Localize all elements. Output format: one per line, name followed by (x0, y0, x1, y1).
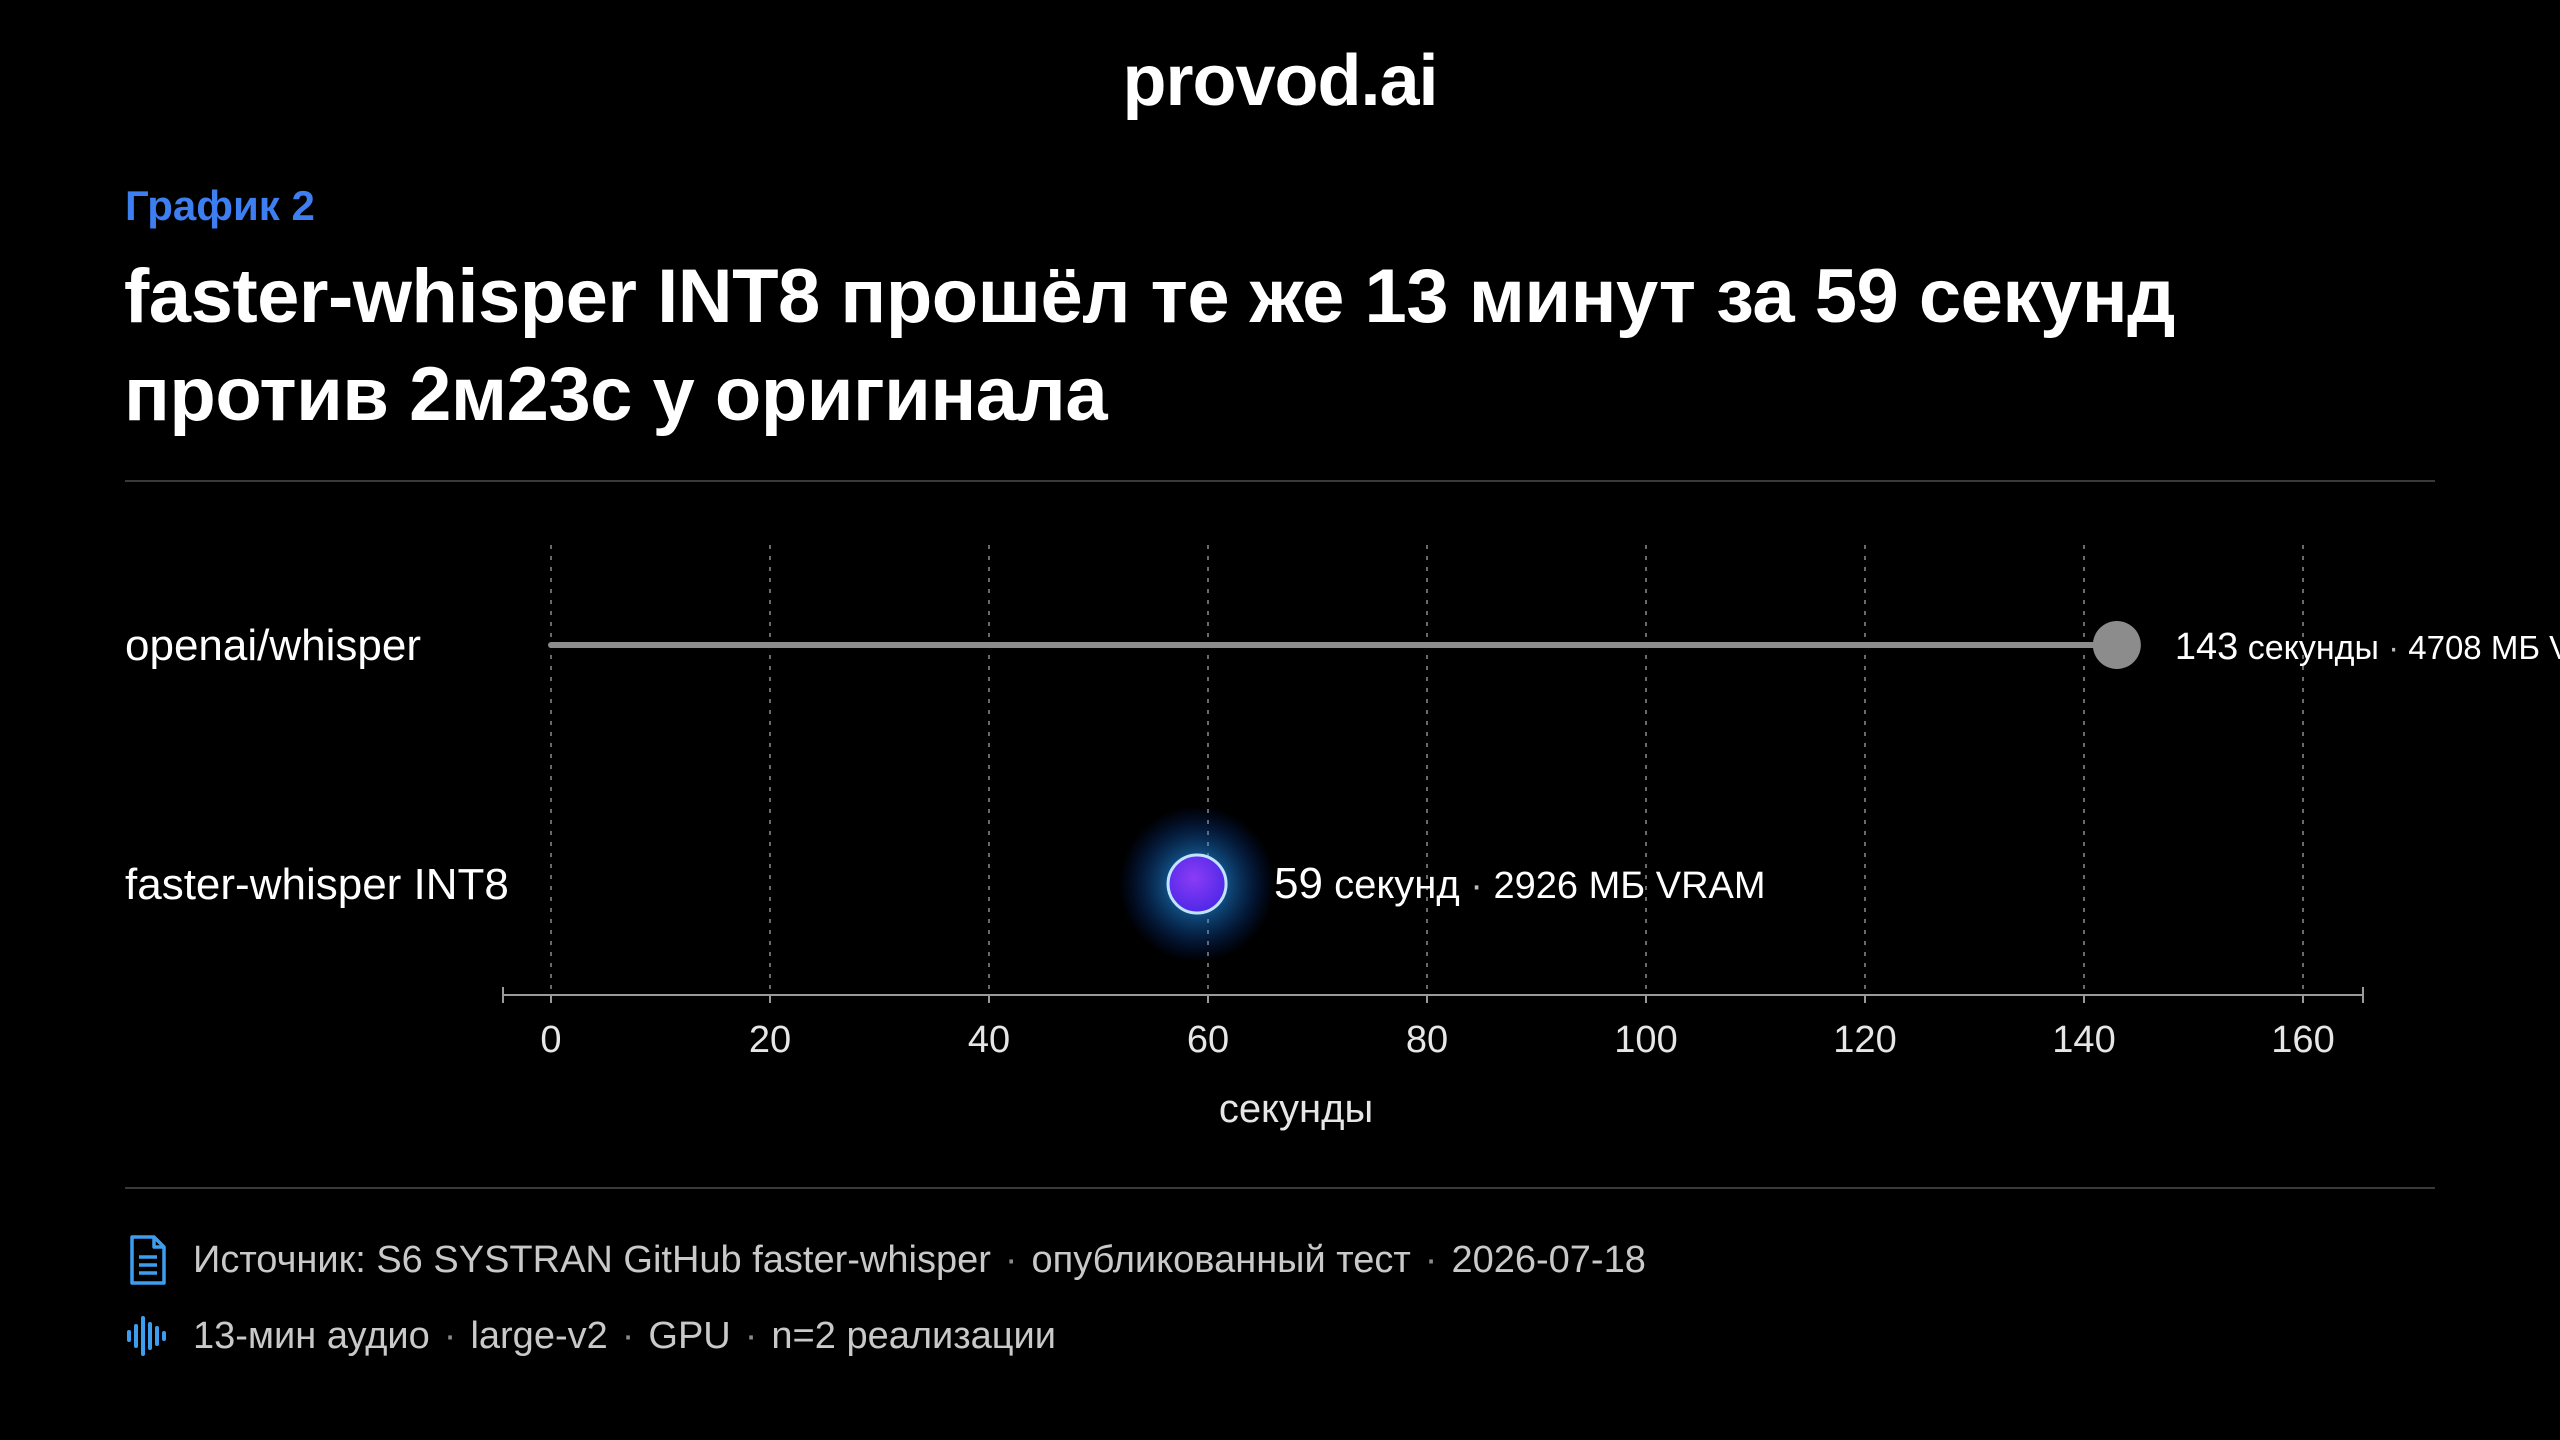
brand-logo: provod.ai (1122, 41, 1438, 121)
x-tick-label: 20 (749, 1019, 791, 1061)
x-tick-label: 40 (968, 1019, 1010, 1061)
x-tick-label: 80 (1406, 1019, 1448, 1061)
x-tick-label: 0 (540, 1019, 561, 1061)
separator: · (1004, 1238, 1018, 1281)
separator: · (1424, 1238, 1438, 1281)
x-tick-label: 120 (1833, 1019, 1896, 1061)
data-label: 143 секунды · 4708 МБ VRAM (2175, 626, 2560, 668)
chart-title: faster-whisper INT8 прошёл те же 13 мину… (124, 254, 2175, 437)
separator: · (744, 1314, 758, 1357)
meta-model: large-v2 (470, 1314, 608, 1357)
data-label-unit: секунды (2238, 629, 2379, 667)
data-label-vram: 4708 МБ VRAM (2408, 629, 2560, 666)
separator: · (621, 1314, 635, 1357)
data-label-value: 59 (1274, 859, 1323, 908)
category-label: faster-whisper INT8 (125, 860, 509, 909)
x-axis-label: секунды (1219, 1087, 1373, 1131)
document-icon (125, 1232, 171, 1288)
data-label-separator: · (1460, 865, 1494, 907)
meta-row: 13-мин аудио · large-v2 · GPU · n=2 реал… (125, 1308, 1056, 1364)
data-label-separator: · (2379, 629, 2408, 666)
source-text: Источник: S6 SYSTRAN GitHub faster-whisp… (193, 1238, 991, 1281)
data-label-unit: секунд (1323, 863, 1460, 907)
x-tick-label: 160 (2271, 1019, 2334, 1061)
source-row: Источник: S6 SYSTRAN GitHub faster-whisp… (125, 1232, 1646, 1288)
data-label: 59 секунд · 2926 МБ VRAM (1274, 859, 1766, 908)
meta-device: GPU (648, 1314, 731, 1357)
series-dot (2092, 621, 2141, 669)
separator: · (443, 1314, 457, 1357)
bottom-divider (125, 1187, 2435, 1189)
dot-bar-chart: 0 20 40 60 80 100 120 140 160 секунды openai/whis… (125, 545, 2560, 1131)
x-tick-label: 100 (1614, 1019, 1677, 1061)
series-dot (1166, 853, 1228, 915)
x-tick-label: 140 (2052, 1019, 2115, 1061)
data-label-value: 143 (2175, 626, 2238, 668)
source-date: 2026-07-18 (1451, 1238, 1646, 1281)
data-label-vram: 2926 МБ VRAM (1494, 865, 1766, 907)
source-type: опубликованный тест (1031, 1238, 1411, 1281)
chart-number: График 2 (125, 182, 315, 229)
meta-runs: n=2 реализации (771, 1314, 1057, 1357)
top-divider (125, 480, 2435, 482)
audio-wave-icon (125, 1308, 171, 1364)
category-label: openai/whisper (125, 621, 421, 670)
meta-duration: 13-мин аудио (193, 1314, 430, 1357)
x-tick-label: 60 (1187, 1019, 1229, 1061)
